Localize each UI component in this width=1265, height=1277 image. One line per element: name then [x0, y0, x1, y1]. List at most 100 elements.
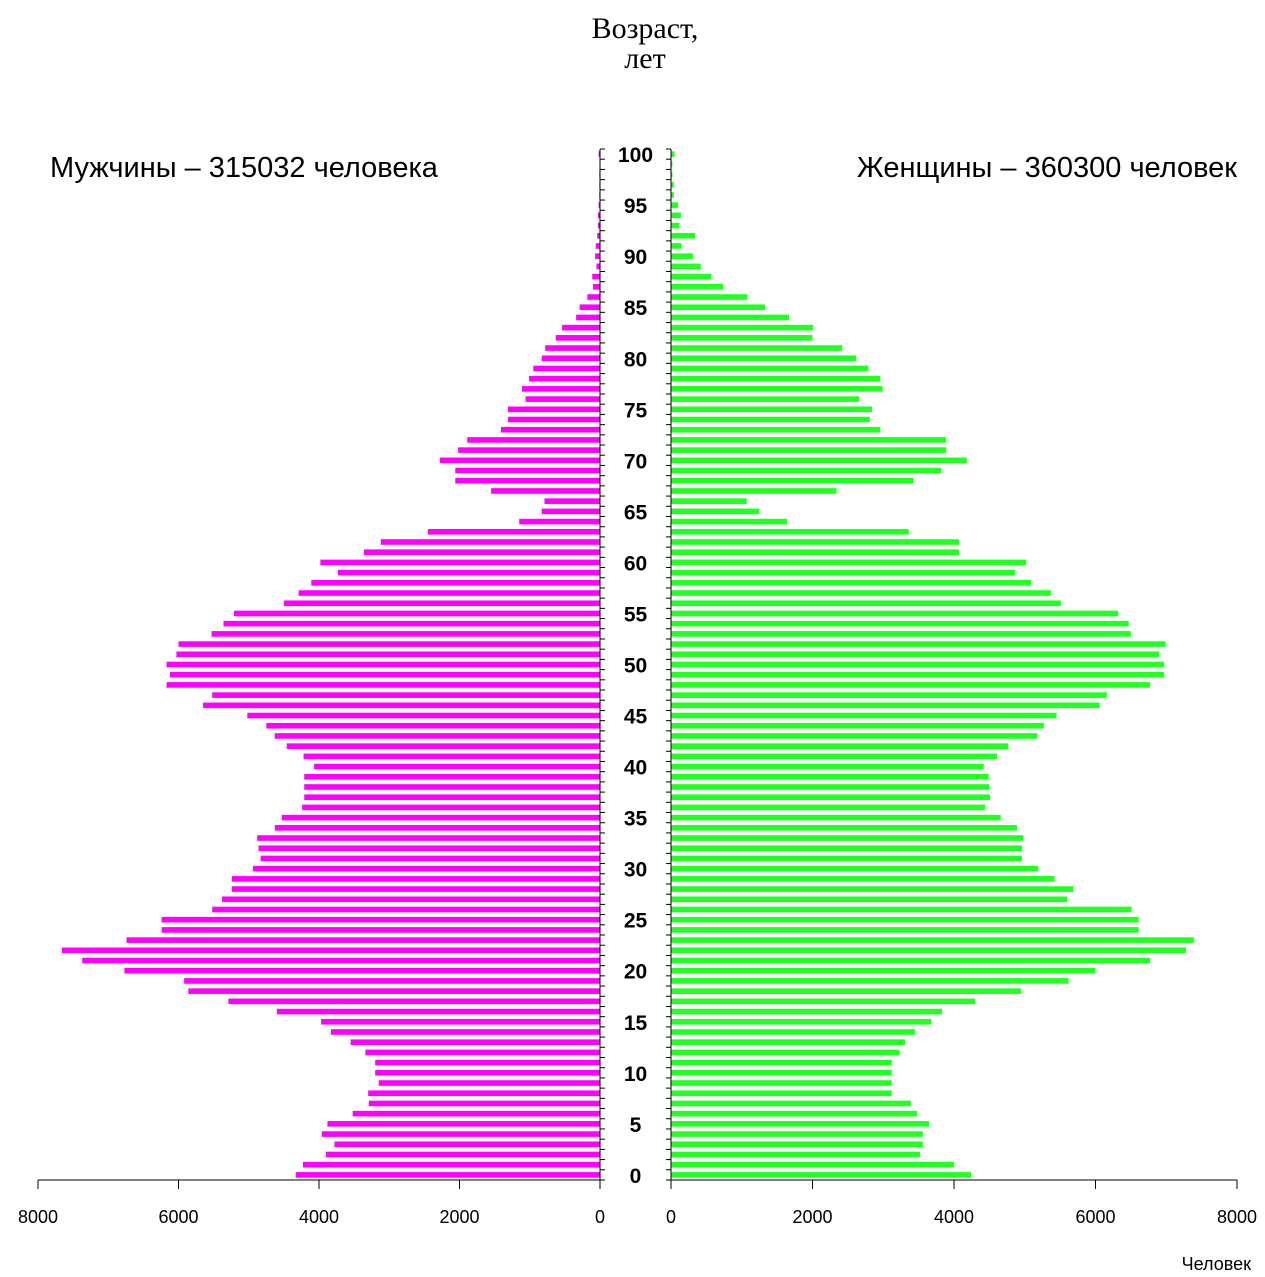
- male-bar-age-69: [455, 467, 600, 474]
- male-bar-age-87: [592, 283, 600, 290]
- female-bar-age-93: [671, 222, 680, 229]
- male-bar-age-12: [365, 1049, 600, 1056]
- female-bar-age-89: [671, 263, 701, 270]
- male-bar-age-7: [368, 1100, 600, 1107]
- male-bar-age-34: [274, 825, 600, 831]
- male-bar-age-32: [258, 845, 600, 852]
- male-x-tick-label: 6000: [158, 1207, 198, 1227]
- female-bar-age-19: [671, 978, 1069, 984]
- male-total-label: Мужчины – 315032 человека: [50, 152, 438, 184]
- male-bar-age-95: [598, 202, 600, 208]
- chart-title-line2: лет: [624, 42, 666, 75]
- male-bar-age-54: [223, 620, 600, 627]
- male-bar-age-22: [61, 947, 600, 954]
- female-bar-age-36: [671, 804, 986, 811]
- female-bar-age-72: [671, 437, 947, 443]
- female-bar-age-24: [671, 927, 1139, 933]
- female-bar-age-44: [671, 722, 1044, 729]
- male-bar-age-100: [598, 151, 600, 157]
- male-bar-age-70: [439, 457, 600, 464]
- female-bar-age-83: [671, 324, 814, 331]
- male-bar-age-16: [276, 1008, 600, 1015]
- male-bar-age-72: [467, 437, 600, 443]
- female-bar-age-23: [671, 937, 1194, 943]
- male-bar-age-8: [368, 1090, 600, 1097]
- age-label-15: 15: [624, 1012, 648, 1035]
- female-bar-age-73: [671, 426, 881, 433]
- male-bar-age-78: [529, 375, 600, 382]
- female-bar-age-86: [671, 294, 748, 300]
- male-bar-age-9: [378, 1080, 600, 1086]
- male-bar-age-64: [519, 518, 600, 525]
- male-bar-age-61: [363, 549, 600, 556]
- age-label-100: 100: [618, 144, 653, 167]
- female-bar-age-26: [671, 906, 1132, 913]
- female-bar-age-77: [671, 386, 883, 392]
- male-bar-age-18: [188, 988, 600, 994]
- age-label-40: 40: [624, 757, 647, 780]
- female-bar-age-33: [671, 835, 1024, 841]
- female-bar-age-64: [671, 518, 788, 525]
- male-bar-age-94: [597, 212, 600, 219]
- male-bar-age-28: [231, 886, 600, 892]
- age-tick-labels: 0 5 10 15 20 25 30 35 40 45 50 55 60 65 70 75 80 85 90 95 10…: [618, 144, 653, 1188]
- female-bar-age-21: [671, 957, 1150, 964]
- female-bar-age-31: [671, 855, 1022, 862]
- female-bar-age-6: [671, 1110, 918, 1117]
- male-bar-age-52: [178, 641, 600, 647]
- female-bar-age-65: [671, 508, 760, 515]
- age-label-90: 90: [624, 246, 647, 269]
- male-bar-age-85: [579, 304, 600, 311]
- female-x-tick-label: 6000: [1075, 1207, 1115, 1227]
- female-bar-age-75: [671, 406, 872, 413]
- male-bar-age-51: [176, 651, 600, 658]
- female-bar-age-85: [671, 304, 766, 311]
- female-bar-age-15: [671, 1018, 932, 1025]
- female-bar-age-27: [671, 896, 1068, 903]
- female-x-tick-label: 2000: [792, 1207, 832, 1227]
- male-x-tick-label: 8000: [18, 1207, 58, 1227]
- male-bar-age-86: [587, 294, 600, 300]
- female-bar-age-28: [671, 886, 1074, 892]
- female-bar-age-11: [671, 1059, 892, 1066]
- male-bar-age-71: [458, 447, 600, 453]
- male-bar-age-15: [321, 1018, 600, 1025]
- female-bar-age-46: [671, 702, 1100, 709]
- male-bar-age-25: [161, 916, 600, 923]
- female-bar-age-63: [671, 528, 909, 535]
- male-bar-age-88: [592, 273, 600, 280]
- female-bars: [671, 151, 1194, 1178]
- male-bar-age-4: [321, 1131, 600, 1137]
- age-label-30: 30: [624, 859, 647, 882]
- female-bar-age-98: [671, 171, 673, 178]
- female-bar-age-66: [671, 498, 747, 504]
- male-bar-age-43: [274, 733, 600, 739]
- female-bar-age-82: [671, 335, 813, 341]
- male-bar-age-60: [320, 559, 600, 566]
- female-bar-age-14: [671, 1029, 916, 1035]
- female-bar-age-96: [671, 192, 674, 198]
- chart-title-line1: Возраст,: [591, 12, 699, 45]
- female-bar-age-60: [671, 559, 1027, 566]
- female-bar-age-90: [671, 253, 693, 259]
- age-label-45: 45: [624, 706, 648, 729]
- female-bar-age-78: [671, 375, 881, 382]
- male-bars: [61, 151, 600, 1178]
- female-bar-age-79: [671, 365, 869, 372]
- age-label-0: 0: [630, 1165, 642, 1188]
- female-bar-age-13: [671, 1039, 906, 1046]
- male-bar-age-83: [562, 324, 600, 331]
- female-bar-age-51: [671, 651, 1160, 658]
- male-bar-age-24: [161, 927, 600, 933]
- male-bar-age-76: [525, 396, 600, 402]
- age-label-65: 65: [624, 501, 648, 524]
- female-bar-age-48: [671, 682, 1150, 688]
- x-axis-unit-label: Человек: [1181, 1254, 1251, 1274]
- male-bar-age-17: [228, 998, 600, 1005]
- female-bar-age-43: [671, 733, 1038, 739]
- female-bar-age-56: [671, 600, 1061, 607]
- male-bar-age-37: [304, 794, 600, 801]
- male-bar-age-3: [334, 1141, 600, 1148]
- male-bar-age-6: [352, 1110, 600, 1117]
